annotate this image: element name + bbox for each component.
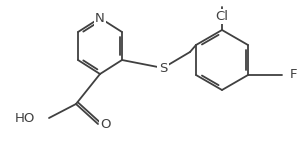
Text: N: N [95, 12, 105, 24]
Text: Cl: Cl [216, 10, 229, 23]
Text: O: O [100, 117, 111, 131]
Text: F: F [290, 69, 297, 81]
Text: S: S [159, 62, 167, 74]
Text: HO: HO [14, 112, 35, 124]
